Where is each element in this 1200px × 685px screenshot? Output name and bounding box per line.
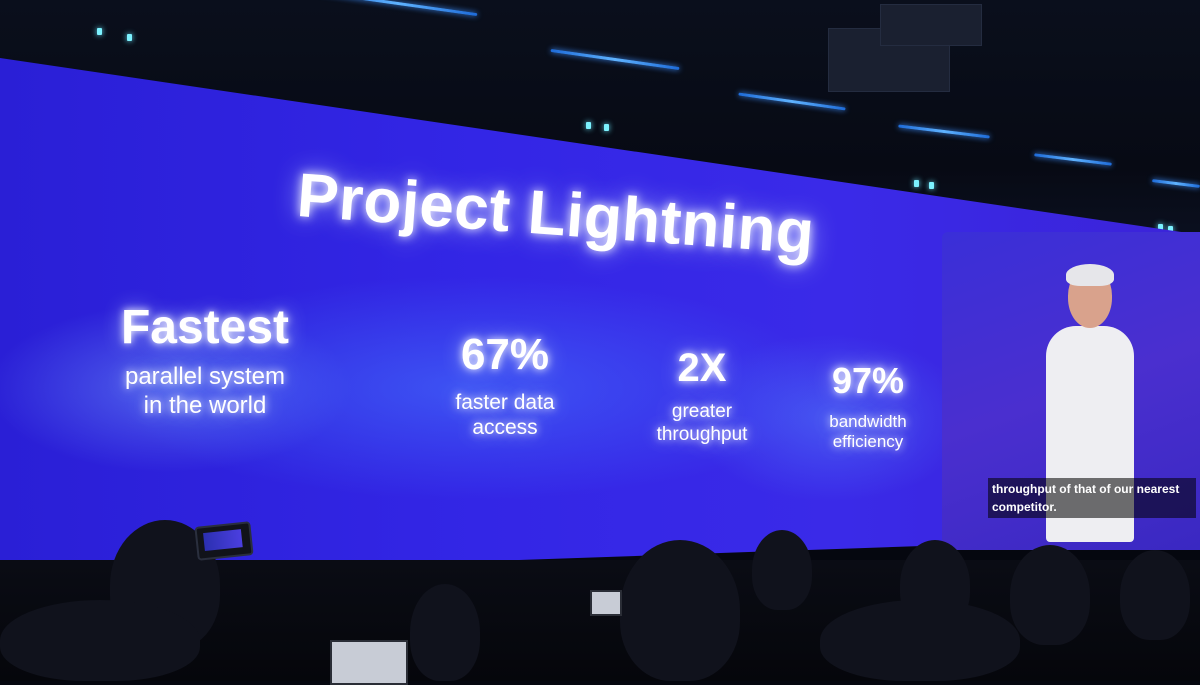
stat-bandwidth: 97% bandwidth efficiency [812, 360, 924, 453]
ceiling-light-strip [1034, 153, 1112, 166]
live-caption: throughput of that of our nearest compet… [988, 478, 1196, 518]
ceiling-light-strip [1151, 179, 1200, 188]
audience-head [1010, 545, 1090, 645]
presenter-hair [1066, 264, 1114, 286]
stat-fastest: Fastest parallel system in the world [80, 300, 330, 421]
ceiling-light-strip [738, 92, 846, 111]
ceiling-led [929, 182, 934, 189]
stat-caption: efficiency [832, 432, 904, 452]
ceiling-led [127, 34, 132, 41]
phone-screen [203, 529, 243, 552]
ceiling-light-strip [898, 124, 990, 139]
ceiling-light-strip [318, 0, 478, 17]
caption-line: competitor. [992, 500, 1057, 514]
ceiling-led [914, 180, 919, 187]
stat-faster-access: 67% faster data access [430, 330, 580, 440]
caption-line: throughput of that of our nearest [992, 482, 1180, 496]
stat-caption: greater [671, 401, 733, 422]
audience-head [620, 540, 740, 681]
ceiling-light-strip [550, 48, 680, 71]
stat-throughput: 2X greater throughput [640, 346, 764, 447]
stat-value: 2X [677, 346, 727, 390]
phone [194, 521, 254, 561]
stat-caption: throughput [656, 423, 748, 445]
audience-head [1120, 550, 1190, 640]
stat-caption: bandwidth [829, 412, 907, 431]
stat-value: 67% [460, 330, 550, 379]
ceiling-led [1158, 224, 1163, 231]
audience-head [752, 530, 812, 610]
laptop [330, 640, 408, 685]
ceiling-led [586, 122, 591, 129]
stat-caption: in the world [143, 391, 267, 419]
stat-caption: parallel system [124, 363, 286, 390]
stat-value: 97% [831, 360, 905, 401]
ceiling-led [604, 124, 609, 131]
stat-value: Fastest [120, 301, 290, 354]
ceiling-led [97, 28, 102, 35]
stat-caption: access [472, 416, 538, 440]
stat-caption: faster data [455, 391, 555, 414]
laptop [590, 590, 622, 616]
ceiling-led [1168, 226, 1173, 233]
audience-head [0, 600, 200, 681]
audience-head [410, 584, 480, 681]
lighting-rig [880, 4, 982, 46]
audience-head [820, 600, 1020, 681]
